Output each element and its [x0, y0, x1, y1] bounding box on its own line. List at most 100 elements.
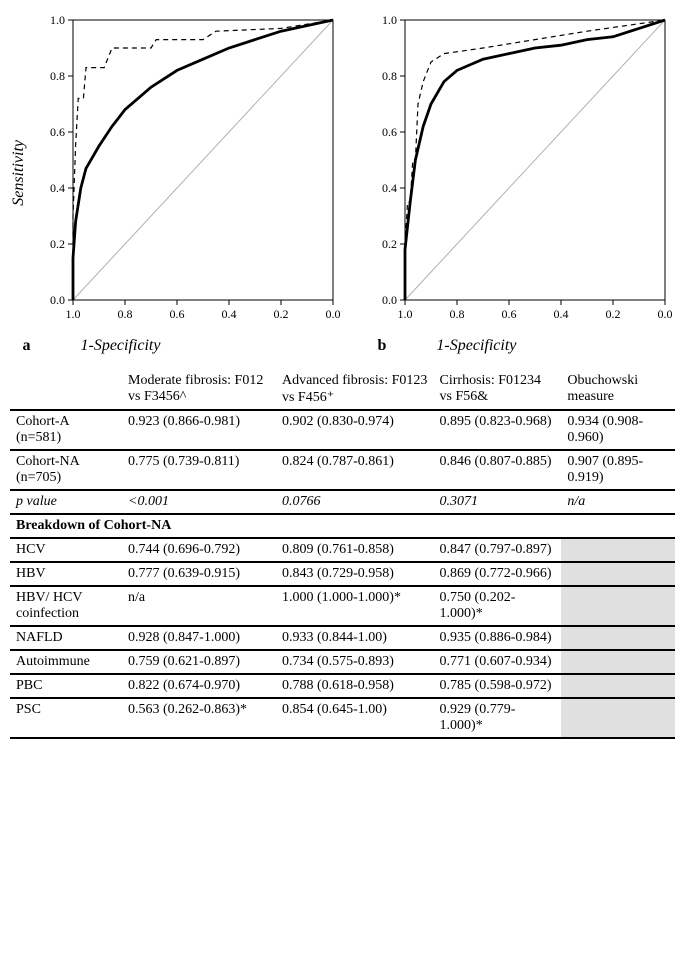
table-row: Cohort-A (n=581)0.923 (0.866-0.981)0.902… — [10, 410, 675, 450]
svg-text:1.0: 1.0 — [66, 307, 81, 321]
cell: 0.869 (0.772-0.966) — [434, 562, 562, 586]
cell: 0.923 (0.866-0.981) — [122, 410, 276, 450]
panel-a-letter: a — [23, 337, 31, 355]
table-row: HCV0.744 (0.696-0.792)0.809 (0.761-0.858… — [10, 538, 675, 562]
cell: 0.759 (0.621-0.897) — [122, 650, 276, 674]
cell: 0.734 (0.575-0.893) — [276, 650, 434, 674]
cell: 0.854 (0.645-1.00) — [276, 698, 434, 738]
cell: 0.847 (0.797-0.897) — [434, 538, 562, 562]
svg-text:1.0: 1.0 — [398, 307, 413, 321]
svg-text:0.8: 0.8 — [50, 69, 65, 83]
row-label: Breakdown of Cohort-NA — [10, 514, 675, 538]
svg-text:0.0: 0.0 — [658, 307, 673, 321]
cell: 0.777 (0.639-0.915) — [122, 562, 276, 586]
row-label: Cohort-NA (n=705) — [10, 450, 122, 490]
cell: 0.563 (0.262-0.863)* — [122, 698, 276, 738]
cell: 1.000 (1.000-1.000)* — [276, 586, 434, 626]
svg-text:0.0: 0.0 — [50, 293, 65, 307]
chart-a: 1.0 0.8 0.6 0.4 0.2 0.0 0.0 0.2 0.4 0.6 0.8 1.0 — [33, 10, 343, 335]
cell: n/a — [122, 586, 276, 626]
cell: 0.895 (0.823-0.968) — [434, 410, 562, 450]
cell — [561, 650, 675, 674]
cell: 0.0766 — [276, 490, 434, 514]
row-label: HBV/ HCV coinfection — [10, 586, 122, 626]
table-row: p value<0.0010.07660.3071n/a — [10, 490, 675, 514]
row-label: Autoimmune — [10, 650, 122, 674]
svg-text:0.2: 0.2 — [606, 307, 621, 321]
cell — [561, 562, 675, 586]
table-row: Breakdown of Cohort-NA — [10, 514, 675, 538]
svg-text:0.4: 0.4 — [222, 307, 237, 321]
cell: 0.775 (0.739-0.811) — [122, 450, 276, 490]
svg-text:0.0: 0.0 — [382, 293, 397, 307]
chart-b-container: 1.0 0.8 0.6 0.4 0.2 0.0 0.0 0.2 0.4 0.6 0.8 1.0 b 1… — [365, 10, 675, 355]
table-row: PSC0.563 (0.262-0.863)*0.854 (0.645-1.00… — [10, 698, 675, 738]
row-label: NAFLD — [10, 626, 122, 650]
cell: 0.744 (0.696-0.792) — [122, 538, 276, 562]
row-label: PBC — [10, 674, 122, 698]
col-header: Cirrhosis: F01234 vs F56& — [434, 370, 562, 410]
cell: 0.771 (0.607-0.934) — [434, 650, 562, 674]
table-row: Cohort-NA (n=705)0.775 (0.739-0.811)0.82… — [10, 450, 675, 490]
table-row: NAFLD0.928 (0.847-1.000)0.933 (0.844-1.0… — [10, 626, 675, 650]
svg-text:0.4: 0.4 — [554, 307, 569, 321]
svg-text:1.0: 1.0 — [50, 13, 65, 27]
col-header: Advanced fibrosis: F0123 vs F456⁺ — [276, 370, 434, 410]
charts-row: Sensitivity 1.0 0.8 0.6 0.4 0.2 0.0 0.0 0.2 0.4 0… — [10, 10, 675, 355]
cell: 0.934 (0.908-0.960) — [561, 410, 675, 450]
cell — [561, 626, 675, 650]
cell: 0.902 (0.830-0.974) — [276, 410, 434, 450]
row-label: p value — [10, 490, 122, 514]
chart-b: 1.0 0.8 0.6 0.4 0.2 0.0 0.0 0.2 0.4 0.6 0.8 1.0 — [365, 10, 675, 335]
svg-text:0.6: 0.6 — [502, 307, 517, 321]
row-label: PSC — [10, 698, 122, 738]
cell: 0.933 (0.844-1.00) — [276, 626, 434, 650]
svg-text:0.6: 0.6 — [50, 125, 65, 139]
svg-text:0.8: 0.8 — [118, 307, 133, 321]
row-label: HBV — [10, 562, 122, 586]
chart-b-xlabel: 1-Specificity — [436, 337, 516, 355]
table-row: Autoimmune0.759 (0.621-0.897)0.734 (0.57… — [10, 650, 675, 674]
svg-text:0.4: 0.4 — [50, 181, 65, 195]
cell: n/a — [561, 490, 675, 514]
cell: 0.3071 — [434, 490, 562, 514]
svg-text:0.8: 0.8 — [382, 69, 397, 83]
svg-text:0.2: 0.2 — [274, 307, 289, 321]
svg-text:0.8: 0.8 — [450, 307, 465, 321]
cell: 0.929 (0.779-1.000)* — [434, 698, 562, 738]
cell — [561, 698, 675, 738]
row-label: HCV — [10, 538, 122, 562]
cell: 0.843 (0.729-0.958) — [276, 562, 434, 586]
cell — [561, 538, 675, 562]
cell: 0.785 (0.598-0.972) — [434, 674, 562, 698]
col-header — [10, 370, 122, 410]
svg-text:0.6: 0.6 — [382, 125, 397, 139]
cell: 0.750 (0.202-1.000)* — [434, 586, 562, 626]
svg-text:1.0: 1.0 — [382, 13, 397, 27]
row-label: Cohort-A (n=581) — [10, 410, 122, 450]
cell: 0.846 (0.807-0.885) — [434, 450, 562, 490]
cell: <0.001 — [122, 490, 276, 514]
panel-b-letter: b — [378, 337, 387, 355]
cell: 0.788 (0.618-0.958) — [276, 674, 434, 698]
cell — [561, 674, 675, 698]
chart-a-ylabel: Sensitivity — [10, 140, 28, 206]
cell: 0.928 (0.847-1.000) — [122, 626, 276, 650]
col-header: Obuchowski measure — [561, 370, 675, 410]
svg-text:0.4: 0.4 — [382, 181, 397, 195]
table-row: HBV0.777 (0.639-0.915)0.843 (0.729-0.958… — [10, 562, 675, 586]
chart-a-container: Sensitivity 1.0 0.8 0.6 0.4 0.2 0.0 0.0 0.2 0.4 0… — [10, 10, 343, 355]
chart-a-xlabel: 1-Specificity — [81, 337, 161, 355]
cell — [561, 586, 675, 626]
cell: 0.822 (0.674-0.970) — [122, 674, 276, 698]
svg-text:0.2: 0.2 — [382, 237, 397, 251]
col-header: Moderate fibrosis: F012 vs F3456^ — [122, 370, 276, 410]
cell: 0.907 (0.895-0.919) — [561, 450, 675, 490]
cell: 0.824 (0.787-0.861) — [276, 450, 434, 490]
svg-text:0.2: 0.2 — [50, 237, 65, 251]
data-table: Moderate fibrosis: F012 vs F3456^Advance… — [10, 370, 675, 739]
table-row: PBC0.822 (0.674-0.970)0.788 (0.618-0.958… — [10, 674, 675, 698]
table-row: HBV/ HCV coinfectionn/a1.000 (1.000-1.00… — [10, 586, 675, 626]
svg-text:0.0: 0.0 — [326, 307, 341, 321]
svg-text:0.6: 0.6 — [170, 307, 185, 321]
